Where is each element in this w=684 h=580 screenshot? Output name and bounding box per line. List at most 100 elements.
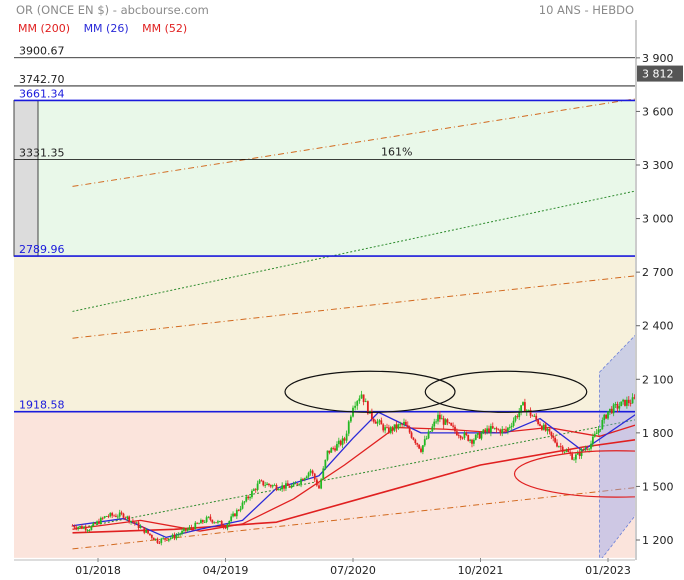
candle-body	[410, 432, 413, 438]
candle-body	[324, 459, 327, 469]
candle-body	[256, 483, 259, 490]
candle-body	[618, 406, 621, 409]
candle-body	[124, 517, 127, 519]
candle-body	[164, 538, 166, 540]
candle-body	[237, 510, 240, 511]
candle-body	[77, 527, 80, 529]
candle-body	[595, 432, 598, 435]
candle-body	[201, 519, 204, 523]
x-tick-label: 01/2018	[75, 564, 121, 577]
candle-body	[418, 444, 421, 449]
candle-body	[334, 448, 336, 451]
candle-body	[358, 398, 361, 402]
candle-body	[283, 485, 285, 489]
candle-body	[681, 404, 683, 412]
candle-body	[356, 401, 359, 406]
candle-body	[111, 513, 114, 516]
candle-body	[597, 429, 600, 433]
level-label: 1918.58	[19, 399, 65, 412]
candle-body	[254, 489, 257, 491]
candle-body	[347, 421, 350, 434]
candle-body	[652, 402, 654, 404]
candle-body	[145, 530, 148, 533]
candle-body	[454, 426, 456, 432]
x-tick-label: 01/2023	[585, 564, 631, 577]
fan-line	[72, 98, 635, 187]
candle-body	[495, 427, 498, 430]
candle-body	[330, 448, 333, 453]
candle-body	[554, 437, 557, 443]
candle-body	[217, 521, 219, 523]
candle-body	[503, 429, 506, 430]
candle-body	[459, 435, 462, 438]
candle-body	[429, 431, 432, 433]
candle-body	[448, 422, 451, 424]
candle-body	[556, 442, 558, 447]
candle-body	[478, 432, 481, 439]
candle-body	[491, 426, 494, 429]
candle-body	[523, 402, 526, 413]
candle-body	[514, 416, 517, 421]
candle-body	[605, 414, 608, 419]
candle-body	[647, 401, 649, 405]
candle-body	[160, 538, 163, 543]
candle-body	[531, 415, 534, 417]
candle-body	[512, 420, 515, 426]
annotation-ellipse	[284, 370, 456, 413]
candle-body	[232, 513, 234, 517]
annotation-ellipse	[513, 450, 635, 498]
candle-body	[328, 450, 331, 453]
candle-body	[442, 418, 445, 425]
candle-body	[423, 439, 426, 446]
candle-body	[98, 521, 100, 524]
candle-body	[245, 496, 248, 502]
candle-body	[243, 501, 246, 503]
candle-body	[565, 450, 568, 452]
legend-mm26[interactable]: MM (26)	[83, 22, 129, 35]
candle-body	[337, 440, 340, 445]
candle-body	[266, 483, 268, 486]
candle-body	[518, 411, 521, 418]
candle-body	[637, 399, 639, 403]
candle-body	[677, 416, 679, 418]
legend-mm52[interactable]: MM (52)	[142, 22, 188, 35]
candle-body	[382, 424, 385, 431]
candle-body	[563, 451, 566, 453]
mm26-line	[72, 411, 635, 538]
level-label: 3900.67	[19, 45, 65, 58]
candle-body	[573, 459, 575, 461]
candle-body	[539, 424, 541, 426]
zone-band	[14, 100, 635, 257]
candle-body	[294, 483, 297, 485]
candle-body	[320, 479, 323, 489]
candle-body	[550, 431, 553, 436]
candle-body	[427, 431, 430, 439]
candle-body	[315, 479, 318, 486]
candle-body	[211, 519, 214, 523]
candle-body	[277, 489, 280, 491]
candle-body	[469, 439, 472, 441]
candle-body	[649, 404, 651, 405]
candle-body	[113, 515, 115, 517]
candle-body	[198, 523, 200, 525]
candle-body	[625, 399, 628, 406]
candle-body	[332, 448, 335, 449]
candle-body	[156, 538, 159, 543]
candle-body	[177, 534, 180, 536]
legend-mm200[interactable]: MM (200)	[18, 22, 71, 35]
candle-body	[105, 516, 108, 517]
candle-body	[446, 419, 449, 423]
candle-body	[364, 401, 367, 403]
candle-body	[181, 530, 183, 534]
candle-body	[247, 496, 250, 499]
candle-body	[671, 413, 673, 418]
candle-body	[269, 485, 272, 487]
candle-body	[207, 516, 210, 518]
candle-body	[501, 429, 504, 434]
legend: MM (200) MM (26) MM (52)	[18, 22, 197, 35]
candle-body	[387, 427, 390, 433]
candle-body	[309, 470, 312, 473]
candle-body	[656, 402, 658, 409]
candle-body	[641, 400, 643, 403]
